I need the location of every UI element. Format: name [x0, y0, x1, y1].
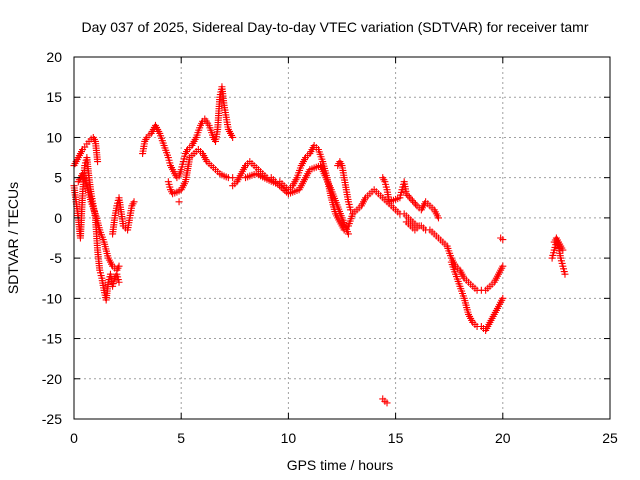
series-segment-4: [229, 141, 357, 234]
series-segment-6-lower: [447, 258, 507, 335]
y-tick-label: 15: [46, 89, 62, 105]
y-tick-label: -20: [42, 371, 62, 387]
series-segment-6-upper-right: [497, 234, 507, 244]
x-axis-label: GPS time / hours: [287, 457, 394, 473]
series-segment-3: [139, 83, 237, 182]
data-point: [561, 270, 569, 278]
data-point: [499, 262, 507, 270]
data-point: [115, 278, 123, 286]
data-point: [94, 158, 102, 166]
y-tick-label: -10: [42, 290, 62, 306]
y-tick-label: 0: [54, 210, 62, 226]
data-point: [415, 222, 423, 230]
data-point: [229, 174, 237, 182]
data-point: [410, 198, 418, 206]
y-tick-label: 20: [46, 49, 62, 65]
data-point: [404, 191, 412, 199]
y-tick-label: 5: [54, 170, 62, 186]
y-tick-label: 10: [46, 129, 62, 145]
data-point: [275, 182, 283, 190]
series-segment-5-lower: [402, 218, 423, 234]
data-point: [175, 198, 183, 206]
series-outlier: [379, 395, 391, 407]
series-segment-4-spur: [334, 158, 355, 214]
x-tick-label: 0: [70, 430, 78, 446]
data-point: [434, 214, 442, 222]
series-segment-1-upper: [70, 133, 102, 170]
x-tick-label: 10: [281, 430, 297, 446]
plot-frame: [73, 56, 611, 420]
data-point: [281, 187, 289, 195]
series-segment-3-outlier: [175, 198, 183, 206]
data-point: [279, 185, 287, 193]
x-tick-label: 20: [495, 430, 511, 446]
y-tick-label: -15: [42, 331, 62, 347]
data-point: [115, 262, 123, 270]
series-segment-1-middle: [74, 170, 123, 274]
y-tick-label: -5: [50, 250, 63, 266]
series-segment-2: [109, 194, 138, 238]
data-point: [229, 133, 237, 141]
series-segment-5-bumps: [379, 174, 442, 222]
series-segment-1-lower: [70, 154, 123, 304]
series-segment-7-upper: [550, 234, 567, 254]
x-axis-tick-labels: 0 5 10 15 20 25: [70, 430, 618, 446]
data-point: [347, 206, 355, 214]
data-marks: [70, 83, 569, 407]
data-point: [344, 230, 352, 238]
data-point: [559, 246, 567, 254]
y-axis-tick-labels: 20 15 10 5 0 -5 -10 -15 -20 -25: [42, 49, 62, 427]
x-tick-label: 25: [602, 430, 618, 446]
data-point: [499, 294, 507, 302]
data-point: [412, 200, 420, 208]
axis-ticks: [73, 56, 611, 420]
data-point: [402, 190, 410, 198]
data-point: [408, 197, 416, 205]
data-point: [130, 198, 138, 206]
x-tick-label: 15: [388, 430, 404, 446]
data-point: [383, 399, 391, 407]
chart-title: Day 037 of 2025, Sidereal Day-to-day VTE…: [81, 19, 588, 35]
y-axis-label: SDTVAR / TECUs: [5, 182, 21, 294]
data-point: [499, 236, 507, 244]
x-tick-label: 5: [177, 430, 185, 446]
y-tick-label: -25: [42, 411, 62, 427]
series-segment-3-lower: [164, 146, 237, 198]
grid-lines: [74, 57, 610, 419]
series-segment-4-lower: [242, 162, 352, 238]
data-point: [407, 195, 415, 203]
data-point: [405, 193, 413, 201]
